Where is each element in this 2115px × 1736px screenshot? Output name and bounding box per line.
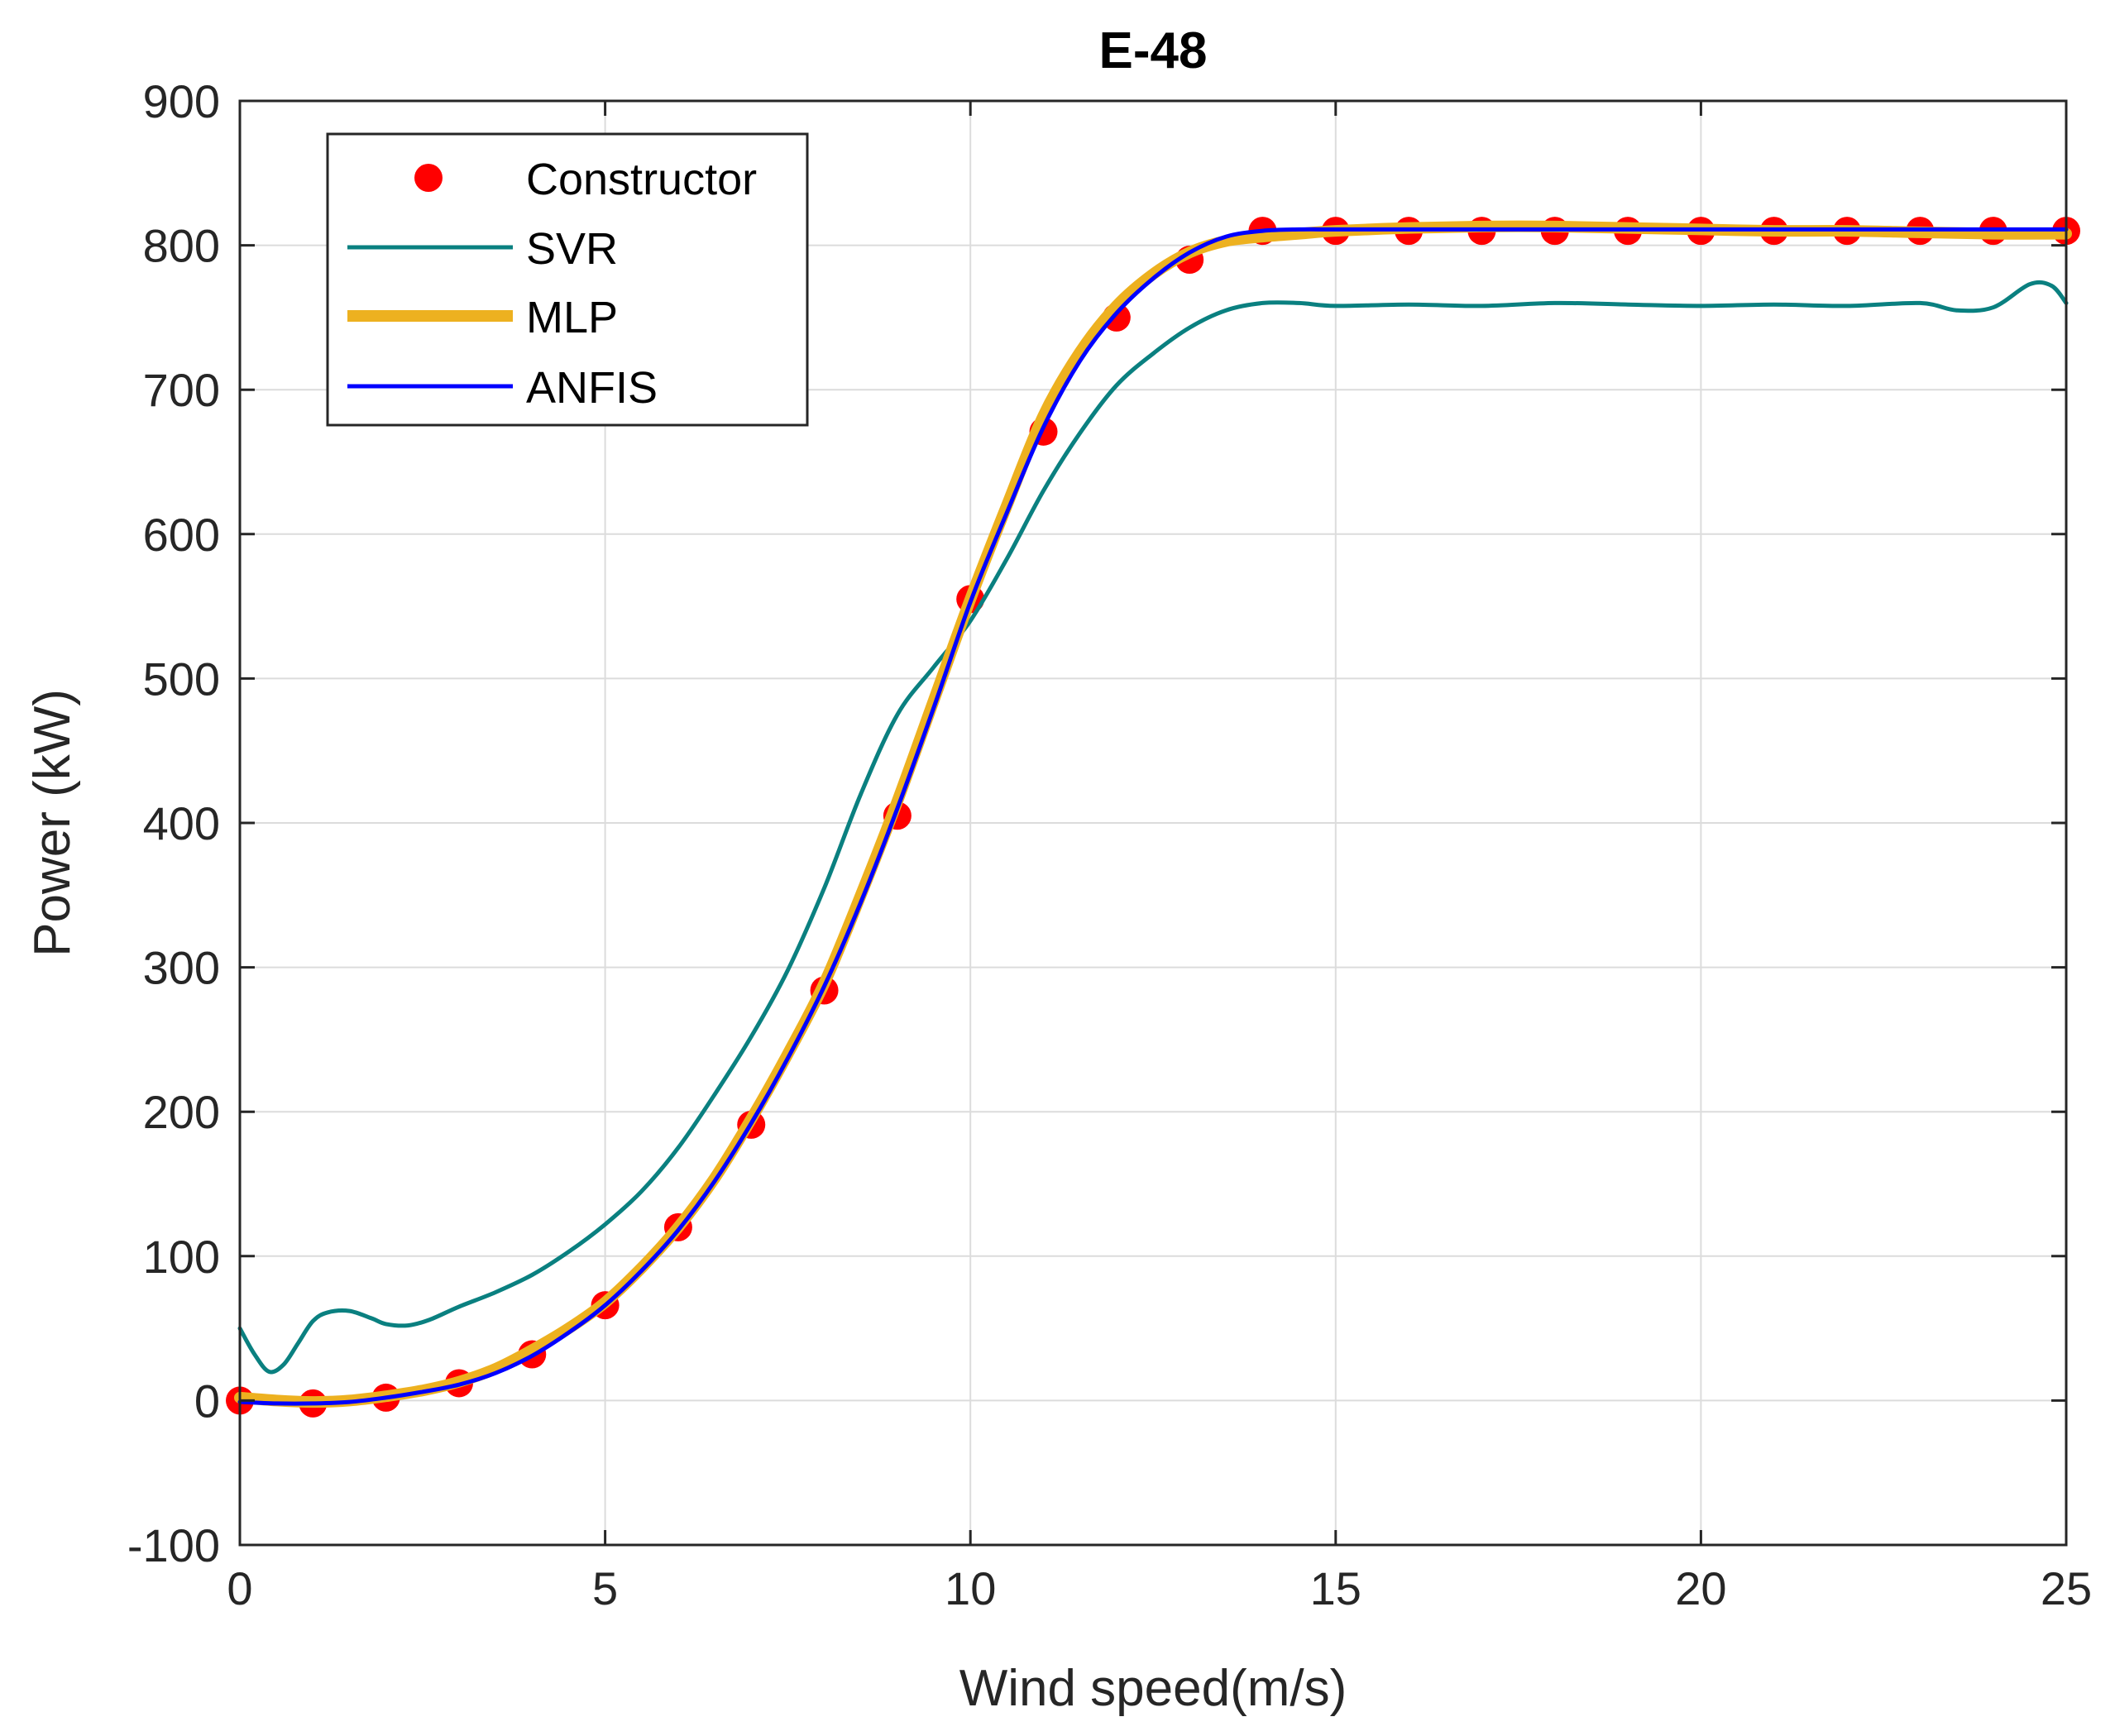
x-tick-label: 10 [945, 1562, 996, 1614]
y-tick-label: 700 [143, 364, 220, 416]
y-tick-label: 800 [143, 220, 220, 272]
legend-label-anfis: ANFIS [526, 363, 658, 413]
y-axis-label: Power (kW) [24, 689, 81, 957]
series-line-svr [237, 280, 2069, 1375]
x-tick-label: 0 [227, 1562, 252, 1614]
legend-marker-constructor [414, 164, 443, 192]
data-series [226, 217, 2080, 1418]
series-line-anfis [237, 227, 2069, 1406]
y-tick-label: 400 [143, 797, 220, 849]
y-tick-label: 500 [143, 653, 220, 705]
chart-title: E-48 [1099, 22, 1208, 79]
y-tick-label: 0 [194, 1375, 220, 1427]
axis-ticks: 0 5 10 15 20 25-10001002003004005006007008009… [127, 75, 2092, 1614]
y-tick-label: 200 [143, 1086, 220, 1138]
y-tick-label: -100 [127, 1519, 220, 1571]
x-axis-label: Wind speed(m/s) [959, 1660, 1347, 1717]
legend[interactable]: Constructor SVR MLP ANFIS [326, 132, 809, 427]
x-tick-label: 25 [2041, 1562, 2092, 1614]
x-tick-label: 5 [592, 1562, 618, 1614]
y-tick-label: 600 [143, 509, 220, 561]
legend-label-svr: SVR [526, 224, 618, 274]
legend-label-constructor: Constructor [526, 155, 757, 204]
x-tick-label: 15 [1310, 1562, 1361, 1614]
y-tick-label: 100 [143, 1231, 220, 1283]
y-tick-label: 300 [143, 942, 220, 994]
legend-label-mlp: MLP [526, 293, 618, 342]
legend-box [326, 132, 809, 427]
x-tick-label: 20 [1675, 1562, 1726, 1614]
y-tick-label: 900 [143, 75, 220, 127]
